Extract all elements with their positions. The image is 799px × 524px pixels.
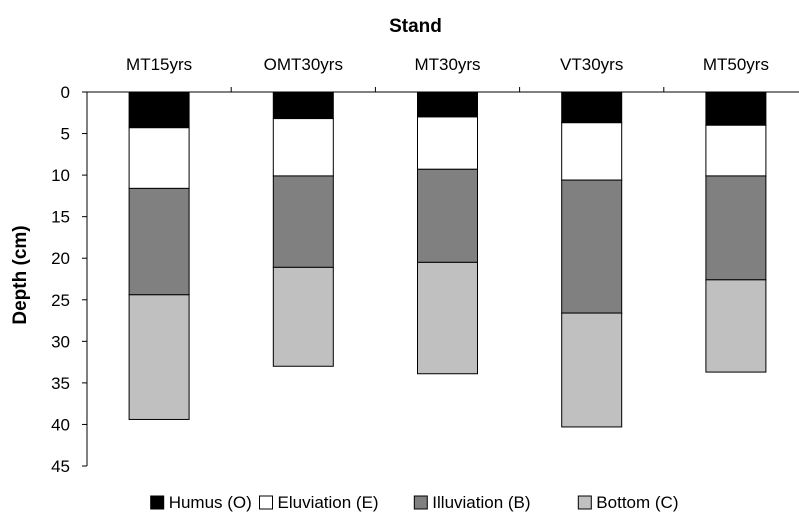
bar-segment [128, 127, 190, 189]
bar-segment [272, 266, 334, 367]
bar-segment [705, 175, 767, 281]
x-tick-label: MT50yrs [703, 55, 769, 74]
x-tick-label: VT30yrs [560, 55, 623, 74]
y-tick-label: 25 [51, 291, 70, 310]
y-tick-label: 45 [51, 457, 70, 476]
x-axis-title: Stand [389, 16, 442, 37]
y-tick-label: 15 [51, 208, 70, 227]
y-tick-label: 40 [51, 415, 70, 434]
y-tick-label: 10 [51, 166, 70, 185]
legend: Humus (O) Eluviation (E) Illuviation (B) Bo… [150, 493, 678, 512]
bar-segment [417, 91, 478, 118]
y-tick-label: 20 [51, 249, 70, 268]
x-tick-label: OMT30yrs [264, 55, 343, 74]
bar-segment [561, 312, 623, 428]
y-tick-label: 35 [51, 374, 70, 393]
bar-segment [561, 91, 623, 124]
legend-label: Illuviation (B) [432, 493, 530, 512]
bar-segment [705, 279, 767, 373]
bar-segment [417, 261, 478, 375]
legend-swatch [577, 495, 592, 510]
bar-segment [128, 294, 190, 420]
legend-swatch [259, 495, 273, 510]
bar-segment [128, 187, 190, 296]
bar-segment [272, 91, 334, 120]
bar-segment [128, 91, 190, 129]
x-tick-label: MT30yrs [414, 55, 480, 74]
bar-segment [561, 179, 623, 314]
x-tick-label: MT15yrs [126, 55, 192, 74]
plot-area: 0 5 10 15 20 25 30 35 40 45 MT15yrs OMT30yrs MT30yrs… [51, 55, 799, 476]
bar-segment [417, 116, 478, 170]
bar-segment [417, 168, 478, 263]
bar-segment [705, 91, 767, 126]
legend-swatch [413, 495, 428, 510]
y-tick-label: 5 [61, 125, 70, 144]
legend-label: Humus (O) [169, 493, 252, 512]
legend-label: Bottom (C) [596, 493, 678, 512]
legend-swatch [150, 495, 165, 510]
y-tick-label: 0 [61, 83, 70, 102]
y-tick-label: 30 [51, 332, 70, 351]
bar-segment [561, 122, 623, 181]
legend-label: Eluviation (E) [278, 493, 379, 512]
bar-segment [272, 175, 334, 268]
bar-segment [705, 124, 767, 177]
bar-segment [272, 118, 334, 177]
y-axis-title: Depth (cm) [10, 225, 31, 324]
